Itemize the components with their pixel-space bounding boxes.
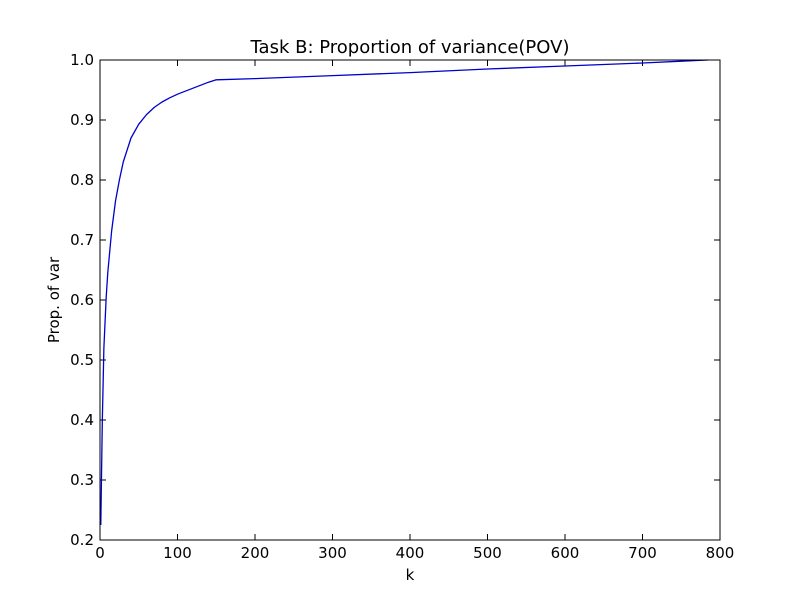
x-tick-label: 400 bbox=[396, 544, 425, 562]
x-tick-label: 100 bbox=[163, 544, 192, 562]
y-tick-label: 0.4 bbox=[70, 411, 94, 429]
y-tick-label: 1.0 bbox=[70, 51, 94, 69]
x-tick-label: 800 bbox=[706, 544, 735, 562]
y-axis-label: Prop. of var bbox=[45, 256, 63, 343]
plot-background bbox=[100, 60, 720, 540]
y-tick-label: 0.6 bbox=[70, 291, 94, 309]
x-tick-label: 700 bbox=[628, 544, 657, 562]
x-tick-label: 600 bbox=[551, 544, 580, 562]
series-line bbox=[100, 59, 708, 526]
x-tick-label: 500 bbox=[473, 544, 502, 562]
y-tick-label: 0.2 bbox=[70, 531, 94, 549]
plot-frame bbox=[99, 59, 721, 541]
x-tick-label: 300 bbox=[318, 544, 347, 562]
series-layer bbox=[100, 59, 708, 526]
y-tick-label: 0.3 bbox=[70, 471, 94, 489]
y-tick-label: 0.8 bbox=[70, 171, 94, 189]
y-tick-label: 0.7 bbox=[70, 231, 94, 249]
x-tick-label: 0 bbox=[95, 544, 105, 562]
y-tick-label: 0.9 bbox=[70, 111, 94, 129]
x-axis-label: k bbox=[406, 566, 415, 584]
y-tick-label: 0.5 bbox=[70, 351, 94, 369]
tick-labels: 0 100 200 300 400 500 600 700 800 0.2 0.3 0.4 0.5 0.6… bbox=[70, 51, 734, 562]
x-tick-label: 200 bbox=[241, 544, 270, 562]
chart-title: Task B: Proportion of variance(POV) bbox=[250, 37, 570, 58]
